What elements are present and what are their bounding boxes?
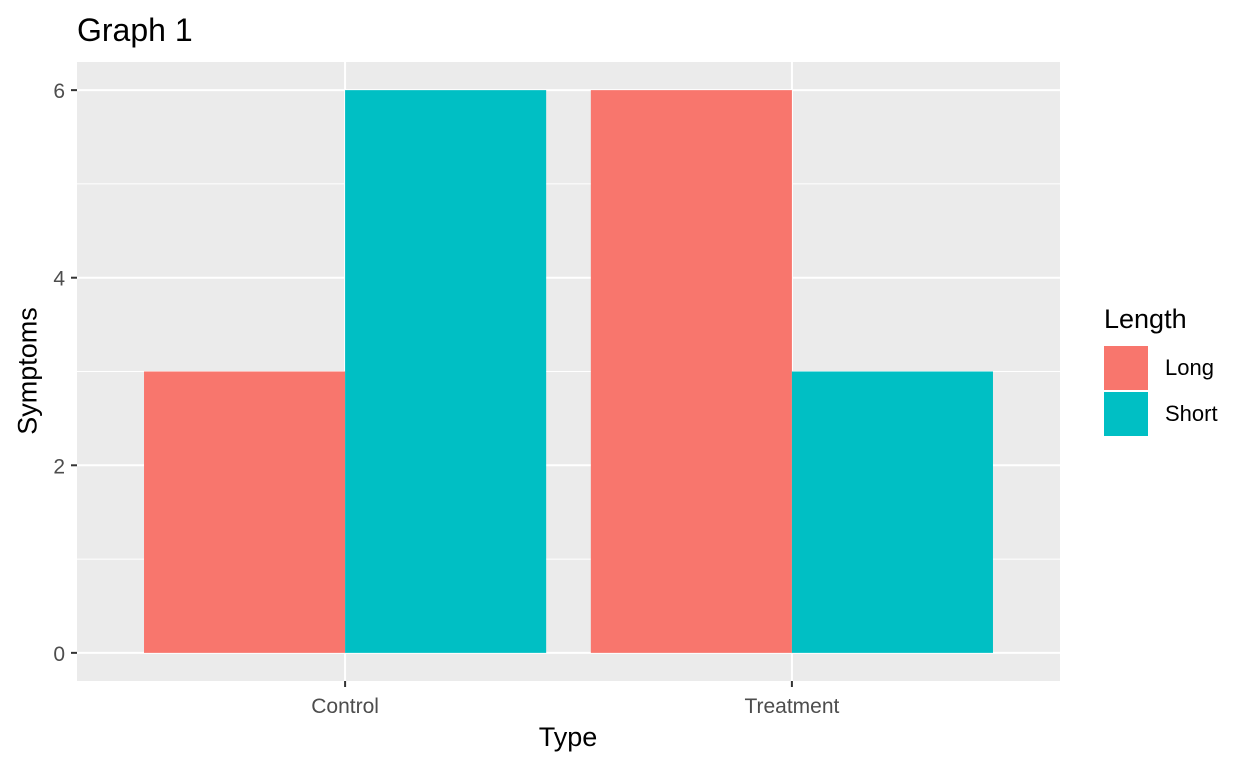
y-tick-label: 6 — [53, 80, 65, 103]
x-tick-label: Treatment — [744, 695, 839, 718]
legend: Length Long Short — [1104, 304, 1218, 437]
bar-short-control — [345, 90, 547, 653]
chart-title: Graph 1 — [77, 12, 193, 48]
legend-item-short: Short — [1104, 391, 1218, 437]
legend-label-short: Short — [1165, 401, 1218, 426]
bar-long-treatment — [590, 90, 792, 653]
bar-long-control — [144, 371, 346, 653]
y-tick-label: 4 — [53, 268, 65, 291]
bar-short-treatment — [791, 371, 993, 653]
legend-label-long: Long — [1165, 355, 1214, 380]
legend-swatch-long — [1104, 346, 1148, 390]
y-tick-label: 0 — [53, 643, 65, 666]
legend-swatch-short — [1104, 392, 1148, 436]
y-tick-label: 2 — [53, 455, 65, 478]
x-axis-label: Type — [538, 722, 598, 752]
axes: 0 2 4 6 Control Treatment — [53, 80, 839, 718]
bars — [144, 90, 993, 653]
legend-item-long: Long — [1104, 345, 1218, 391]
legend-title: Length — [1104, 304, 1187, 334]
x-tick-label: Control — [311, 695, 379, 718]
y-axis-label: Symptoms — [12, 307, 43, 435]
